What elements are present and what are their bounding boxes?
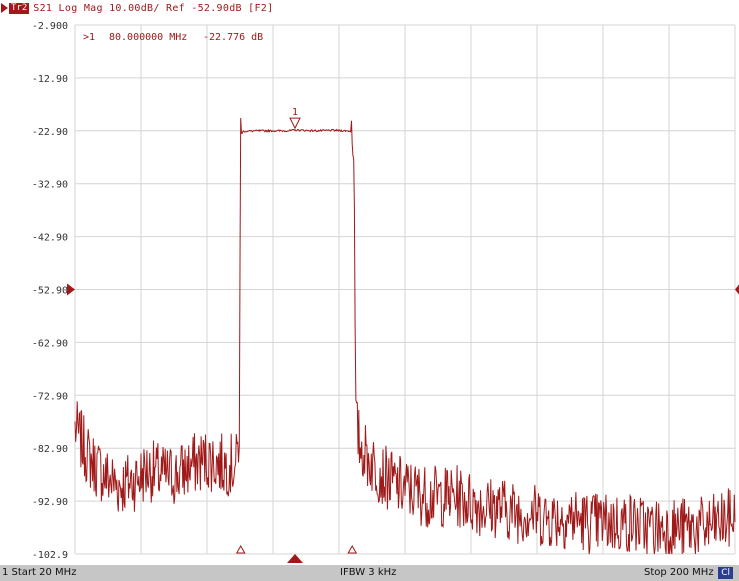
- ref-level-right-arrow-icon: [735, 284, 739, 295]
- active-trace-arrow-icon: [1, 3, 8, 13]
- y-tick-label: -82.90: [32, 444, 68, 455]
- y-tick-label: -12.90: [32, 74, 68, 85]
- start-frequency[interactable]: 1 Start 20 MHz: [2, 567, 77, 578]
- marker-readout-index: >1: [83, 32, 95, 43]
- y-tick-label: -42.90: [32, 233, 68, 244]
- trace-settings-title[interactable]: S21 Log Mag 10.00dB/ Ref -52.90dB [F2]: [33, 2, 274, 14]
- bandwidth-right-triangle-icon: [347, 544, 358, 554]
- y-tick-label: -52.90: [32, 286, 68, 297]
- bandwidth-left-triangle-icon: [235, 544, 246, 554]
- y-tick-label: -72.90: [32, 391, 68, 402]
- trace-s21: [74, 117, 736, 555]
- y-tick-label: -32.90: [32, 180, 68, 191]
- trace-badge[interactable]: Tr2: [9, 2, 30, 14]
- grid-lines: [74, 24, 736, 555]
- trace-line: [74, 117, 736, 555]
- y-tick-label: -102.9: [32, 550, 68, 561]
- stimulus-marker-triangle-icon: [287, 554, 303, 563]
- marker-readout-value: -22.776 dB: [203, 32, 263, 43]
- ref-level-left-arrow-icon: [67, 283, 75, 296]
- y-tick-label: -62.90: [32, 338, 68, 349]
- markers: 1: [235, 107, 358, 563]
- trace-plot[interactable]: -2.900 -12.90 -22.90 -32.90 -42.90 -52.90 -62.…: [0, 16, 739, 565]
- y-tick-labels: -2.900 -12.90 -22.90 -32.90 -42.90 -52.90 -62.…: [32, 21, 739, 561]
- calibration-badge[interactable]: Cl: [718, 567, 733, 579]
- marker-readout-frequency: 80.000000 MHz: [109, 32, 187, 43]
- y-tick-label: -92.90: [32, 497, 68, 508]
- marker-1-triangle-icon: [289, 117, 301, 130]
- stop-frequency[interactable]: Stop 200 MHz: [644, 567, 714, 578]
- marker-1-label: 1: [292, 107, 298, 118]
- trace-header: Tr2 S21 Log Mag 10.00dB/ Ref -52.90dB [F…: [0, 0, 739, 16]
- y-tick-label: -22.90: [32, 127, 68, 138]
- status-bar: 1 Start 20 MHz IFBW 3 kHz Stop 200 MHz C…: [0, 565, 739, 581]
- ifbw-setting[interactable]: IFBW 3 kHz: [340, 567, 397, 578]
- y-tick-label: -2.900: [32, 21, 68, 32]
